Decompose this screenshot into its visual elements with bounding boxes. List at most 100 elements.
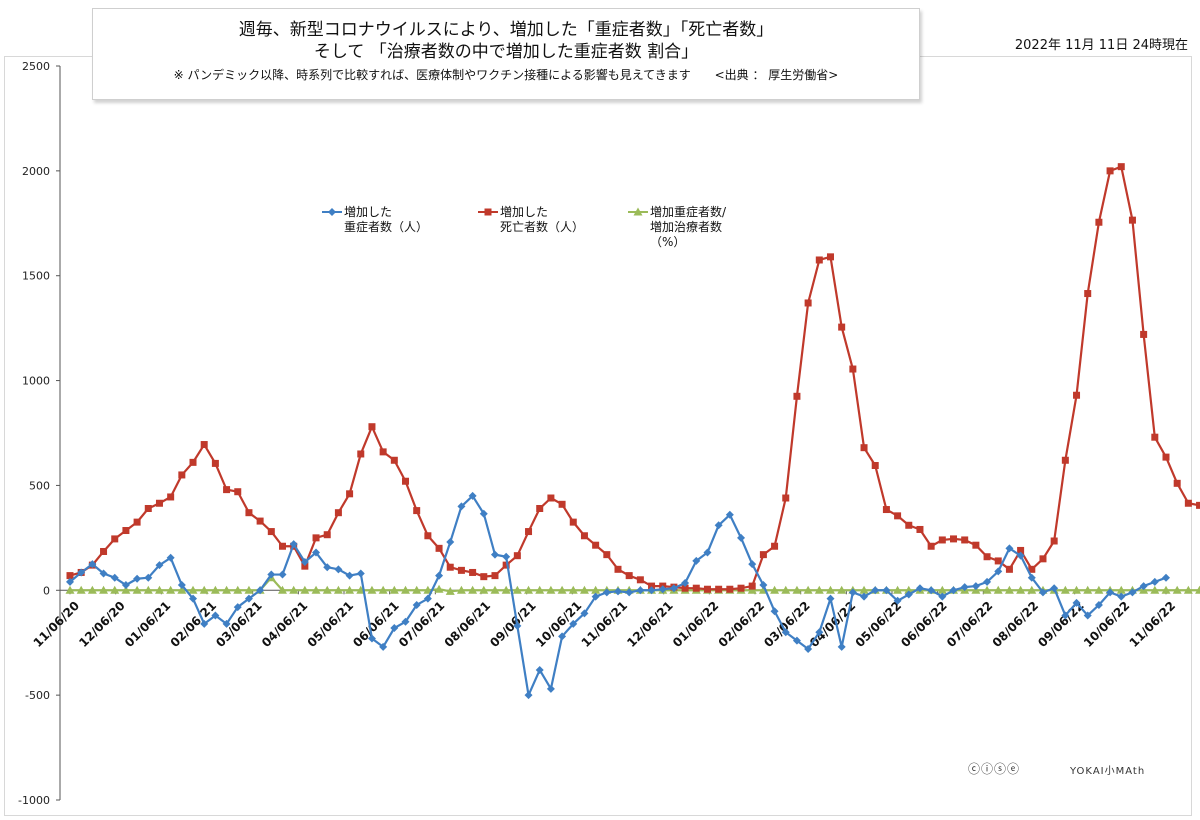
data-point-ratio xyxy=(792,585,802,594)
data-point-deaths xyxy=(469,568,477,576)
data-point-ratio xyxy=(401,585,411,594)
data-point-severe xyxy=(289,540,298,549)
data-point-deaths xyxy=(1106,167,1114,175)
data-point-ratio xyxy=(333,585,343,594)
data-point-deaths xyxy=(223,486,231,494)
data-point-deaths xyxy=(905,521,913,529)
data-point-severe xyxy=(256,586,265,595)
data-point-deaths xyxy=(122,527,130,535)
data-point-severe xyxy=(927,586,936,595)
data-point-severe xyxy=(893,596,902,605)
data-point-severe xyxy=(457,502,466,511)
data-point-severe xyxy=(904,590,913,599)
data-point-deaths xyxy=(871,462,879,470)
data-point-deaths xyxy=(379,448,387,456)
data-point-deaths xyxy=(748,582,756,590)
data-point-deaths xyxy=(603,551,611,559)
data-point-severe xyxy=(569,619,578,628)
data-point-deaths xyxy=(592,541,600,549)
data-point-deaths xyxy=(189,458,197,466)
data-point-ratio xyxy=(814,585,824,594)
data-point-ratio xyxy=(154,585,164,594)
data-point-severe xyxy=(502,552,511,561)
data-point-severe xyxy=(1016,551,1025,560)
data-point-deaths xyxy=(648,582,656,590)
data-point-ratio xyxy=(1150,585,1160,594)
x-tick-label: 08/06/21 xyxy=(442,599,494,651)
data-point-ratio xyxy=(143,585,153,594)
legend-item-ratio: 増加重症者数/増加治療者数（%） xyxy=(628,204,727,249)
data-point-severe xyxy=(546,684,555,693)
x-tick-label: 04/06/21 xyxy=(259,599,311,651)
series-line-deaths xyxy=(69,165,1200,591)
data-point-ratio xyxy=(1172,585,1182,594)
data-point-deaths xyxy=(759,551,767,559)
data-point-severe xyxy=(367,634,376,643)
data-point-deaths xyxy=(804,299,812,307)
data-point-severe xyxy=(1061,611,1070,620)
data-point-severe xyxy=(826,594,835,603)
data-point-deaths xyxy=(513,552,521,560)
data-point-severe xyxy=(815,628,824,637)
data-point-ratio xyxy=(445,586,455,595)
data-point-deaths xyxy=(726,585,734,593)
data-point-ratio xyxy=(121,585,131,594)
data-point-severe xyxy=(737,533,746,542)
data-point-severe xyxy=(468,491,477,500)
legend-item-severe: 増加した重症者数（人） xyxy=(322,205,428,234)
data-point-severe xyxy=(200,619,209,628)
data-point-deaths xyxy=(66,572,74,580)
x-tick-label: 07/06/21 xyxy=(396,599,448,651)
data-point-deaths xyxy=(155,499,163,507)
data-point-ratio xyxy=(244,585,254,594)
data-point-ratio xyxy=(132,585,142,594)
chart-title-box: 週毎、新型コロナウイルスにより、増加した「重症者数」「死亡者数」 そして 「治療… xyxy=(92,8,920,100)
x-tick-label: 03/06/22 xyxy=(761,599,813,651)
data-point-deaths xyxy=(457,566,465,574)
data-point-deaths xyxy=(715,585,723,593)
data-point-deaths xyxy=(558,500,566,508)
data-point-deaths xyxy=(167,493,175,501)
data-point-ratio xyxy=(1161,585,1171,594)
data-point-severe xyxy=(1005,544,1014,553)
data-point-ratio xyxy=(837,585,847,594)
data-point-severe xyxy=(66,577,74,586)
data-point-ratio xyxy=(188,585,198,594)
data-point-severe xyxy=(1072,598,1081,607)
data-point-ratio xyxy=(434,584,444,593)
data-point-deaths xyxy=(1050,537,1058,545)
data-point-ratio xyxy=(859,585,869,594)
data-point-deaths xyxy=(860,444,868,452)
data-point-deaths xyxy=(368,423,376,431)
data-point-severe xyxy=(647,586,656,595)
legend-label: 増加重症者数/ xyxy=(650,204,727,219)
data-point-severe xyxy=(848,588,857,597)
data-point-severe xyxy=(748,560,757,569)
data-point-ratio xyxy=(210,585,220,594)
data-point-severe xyxy=(994,567,1003,576)
data-point-deaths xyxy=(357,450,365,458)
data-point-severe xyxy=(692,556,701,565)
series-line-severe xyxy=(69,494,1167,697)
data-point-ratio xyxy=(1195,585,1200,594)
data-point-ratio xyxy=(199,585,209,594)
data-point-ratio xyxy=(524,585,534,594)
data-point-deaths xyxy=(882,506,890,514)
data-point-severe xyxy=(1162,573,1170,582)
data-point-deaths xyxy=(614,565,622,573)
data-point-deaths xyxy=(1184,499,1192,507)
data-point-ratio xyxy=(1016,585,1026,594)
data-point-deaths xyxy=(636,576,644,584)
y-tick-label: -1000 xyxy=(18,794,50,807)
data-point-deaths xyxy=(681,584,689,592)
data-point-severe xyxy=(177,581,186,590)
data-point-deaths xyxy=(267,528,275,536)
data-point-deaths xyxy=(1084,290,1092,298)
data-point-severe xyxy=(189,594,198,603)
data-point-deaths xyxy=(950,535,958,543)
data-point-deaths xyxy=(402,477,410,485)
data-point-severe xyxy=(479,509,488,518)
data-point-severe xyxy=(166,553,175,562)
data-point-deaths xyxy=(1151,433,1159,441)
as-of-date: 2022年 11月 11日 24時現在 xyxy=(1014,38,1188,53)
